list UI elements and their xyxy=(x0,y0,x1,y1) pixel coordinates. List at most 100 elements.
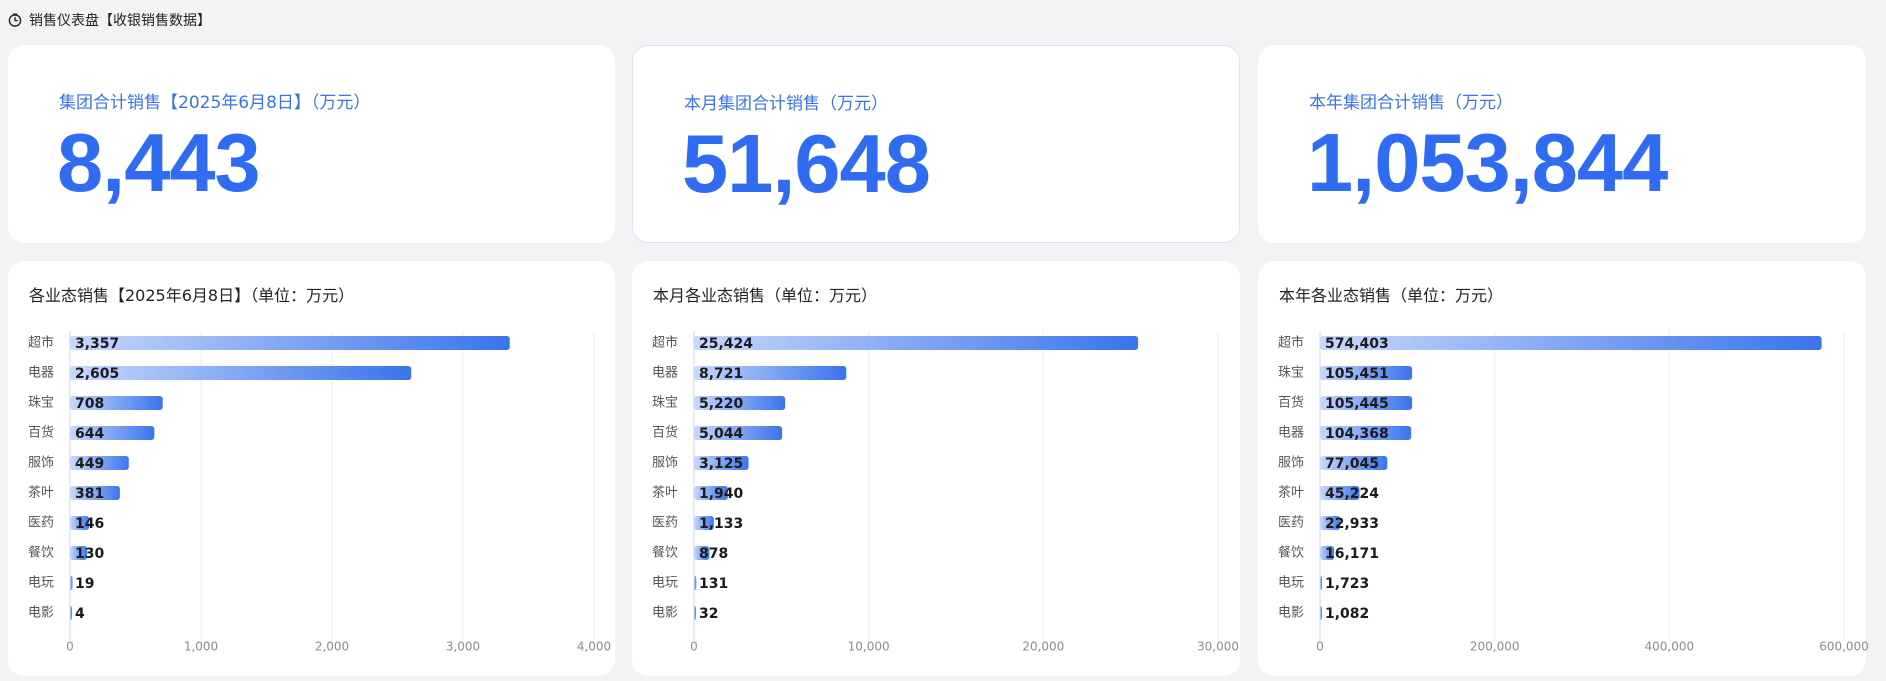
bar[interactable] xyxy=(70,456,129,470)
category-label: 医药 xyxy=(652,516,678,531)
category-label: 超市 xyxy=(1278,335,1304,351)
value-label: 5,220 xyxy=(699,396,744,412)
value-label: 77,045 xyxy=(1325,456,1379,472)
category-label: 茶叶 xyxy=(28,485,54,501)
bar[interactable] xyxy=(70,336,510,350)
bar[interactable] xyxy=(694,456,749,470)
value-label: 5,044 xyxy=(699,426,744,442)
bar[interactable] xyxy=(694,396,786,410)
category-label: 服饰 xyxy=(652,456,678,471)
bar[interactable] xyxy=(694,486,728,500)
bar[interactable] xyxy=(1320,456,1388,470)
bar[interactable] xyxy=(70,366,412,380)
x-tick-label: 30,000 xyxy=(1197,640,1239,654)
bar[interactable] xyxy=(1320,516,1341,530)
value-label: 105,451 xyxy=(1325,366,1389,382)
value-label: 3,357 xyxy=(75,336,119,352)
bar[interactable] xyxy=(694,426,783,440)
category-label: 餐饮 xyxy=(652,545,678,561)
bar[interactable] xyxy=(1320,606,1322,620)
bar[interactable] xyxy=(694,546,710,560)
bar[interactable] xyxy=(70,516,90,530)
category-label: 百货 xyxy=(1278,395,1304,411)
category-label: 医药 xyxy=(1278,516,1304,531)
kpi-card-monthly[interactable]: 本月集团合计销售（万元） 51,648 xyxy=(632,45,1240,243)
dashboard-title: 销售仪表盘【收银销售数据】 xyxy=(29,13,211,29)
x-tick-label: 400,000 xyxy=(1645,640,1695,654)
category-label: 珠宝 xyxy=(1278,366,1304,381)
clock-icon xyxy=(8,13,22,27)
bar[interactable] xyxy=(70,426,155,440)
category-label: 电玩 xyxy=(652,576,678,591)
x-tick-label: 200,000 xyxy=(1470,640,1520,654)
bar[interactable] xyxy=(1320,336,1822,350)
value-label: 2,605 xyxy=(75,366,119,382)
chart-card-monthly[interactable]: 本月各业态销售（单位：万元） 0 10,000 20,000 30,000 超市 25,4… xyxy=(632,261,1240,676)
bar[interactable] xyxy=(1320,396,1413,410)
x-tick-label: 2,000 xyxy=(315,640,349,654)
value-label: 644 xyxy=(75,426,104,442)
bar-chart-yearly: 0 200,000 400,000 600,000 超市 574,403 珠宝 105,451… xyxy=(1278,331,1869,654)
bar[interactable] xyxy=(694,606,696,620)
chart-title: 本月各业态销售（单位：万元） xyxy=(653,286,878,305)
x-tick-label: 0 xyxy=(1316,640,1324,654)
category-label: 电影 xyxy=(1278,606,1304,621)
value-label: 381 xyxy=(75,486,104,502)
value-label: 105,445 xyxy=(1325,396,1389,412)
kpi-value: 1,053,844 xyxy=(1307,116,1668,209)
bar[interactable] xyxy=(70,576,73,590)
category-label: 珠宝 xyxy=(652,396,678,411)
bar[interactable] xyxy=(1320,366,1413,380)
kpi-card-yearly[interactable]: 本年集团合计销售（万元） 1,053,844 xyxy=(1258,45,1866,243)
value-label: 130 xyxy=(75,546,104,562)
kpi-title: 本月集团合计销售（万元） xyxy=(684,94,888,114)
x-tick-label: 0 xyxy=(66,640,74,654)
category-label: 服饰 xyxy=(28,456,54,471)
bar-chart-daily: 0 1,000 2,000 3,000 4,000 超市 3,357 电器 2,605 珠宝 708… xyxy=(28,331,611,654)
bar[interactable] xyxy=(70,396,163,410)
bar[interactable] xyxy=(1320,426,1412,440)
value-label: 1,133 xyxy=(699,516,743,532)
x-tick-label: 20,000 xyxy=(1022,640,1064,654)
value-label: 3,125 xyxy=(699,456,743,472)
bar[interactable] xyxy=(70,546,88,560)
value-label: 8,721 xyxy=(699,366,743,382)
kpi-title: 集团合计销售【2025年6月8日】（万元） xyxy=(59,93,371,113)
category-label: 电影 xyxy=(652,606,678,621)
kpi-card-daily[interactable]: 集团合计销售【2025年6月8日】（万元） 8,443 xyxy=(8,45,615,243)
chart-card-daily[interactable]: 各业态销售【2025年6月8日】（单位：万元） 0 1,000 2,000 3,000… xyxy=(8,261,615,676)
category-label: 电影 xyxy=(28,606,54,621)
bar[interactable] xyxy=(1320,576,1322,590)
bar[interactable] xyxy=(694,336,1139,350)
category-label: 超市 xyxy=(652,335,678,351)
category-label: 餐饮 xyxy=(1278,545,1304,561)
category-label: 服饰 xyxy=(1278,456,1304,471)
x-tick-label: 0 xyxy=(690,640,698,654)
category-label: 茶叶 xyxy=(652,485,678,501)
chart-card-yearly[interactable]: 本年各业态销售（单位：万元） 0 200,000 400,000 600,000 超市 5… xyxy=(1258,261,1869,676)
bar[interactable] xyxy=(70,486,120,500)
category-label: 珠宝 xyxy=(28,396,54,411)
bar[interactable] xyxy=(70,606,72,620)
bar[interactable] xyxy=(694,576,697,590)
value-label: 708 xyxy=(75,396,104,412)
value-label: 25,424 xyxy=(699,336,753,352)
value-label: 1,940 xyxy=(699,486,744,502)
kpi-title: 本年集团合计销售（万元） xyxy=(1309,93,1513,113)
x-tick-label: 1,000 xyxy=(184,640,218,654)
category-label: 电器 xyxy=(1278,426,1304,441)
category-label: 电玩 xyxy=(28,576,54,591)
category-label: 餐饮 xyxy=(28,545,54,561)
bar[interactable] xyxy=(1320,486,1360,500)
bar[interactable] xyxy=(694,516,714,530)
category-label: 超市 xyxy=(28,335,54,351)
x-tick-label: 3,000 xyxy=(446,640,480,654)
chart-title: 本年各业态销售（单位：万元） xyxy=(1279,286,1504,305)
value-label: 1,723 xyxy=(1325,576,1369,592)
value-label: 22,933 xyxy=(1325,516,1379,532)
bar[interactable] xyxy=(1320,546,1335,560)
bar[interactable] xyxy=(694,366,847,380)
x-tick-label: 10,000 xyxy=(848,640,890,654)
value-label: 45,224 xyxy=(1325,486,1379,502)
value-label: 1,082 xyxy=(1325,606,1369,622)
